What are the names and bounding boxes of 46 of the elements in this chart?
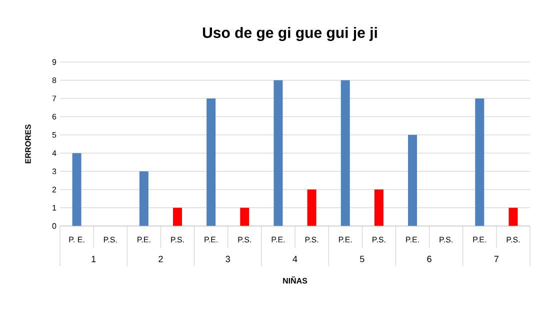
x-tick-label: P.E. (406, 236, 419, 242)
bar (206, 98, 216, 226)
x-axis-title: NIÑAS (283, 276, 308, 284)
y-tick-label: 9 (52, 59, 56, 65)
y-tick-label: 4 (52, 150, 56, 156)
bar (408, 134, 418, 226)
bar (307, 190, 316, 226)
bar (274, 80, 283, 226)
bar (240, 208, 250, 226)
bar (173, 208, 182, 226)
bar (508, 208, 518, 226)
text: 3 (226, 256, 230, 262)
text: 2 (158, 256, 163, 262)
y-tick-label: 7 (52, 96, 56, 102)
chart-title: Uso de ge gi gue gui je ji (202, 26, 377, 42)
x-tick-label: P.E. (204, 236, 218, 242)
y-tick-label: 3 (52, 168, 56, 174)
y-tick-label: 2 (52, 186, 56, 192)
text: 7 (494, 256, 498, 262)
y-tick-label: 6 (52, 114, 56, 120)
x-tick-label: P.S. (372, 236, 386, 242)
y-axis-title: ERRORES (25, 124, 31, 164)
x-tick-label: P.S. (440, 236, 452, 242)
x-tick-label: P.S. (305, 236, 318, 242)
y-tick-label: 8 (52, 77, 56, 84)
y-tick-label: 1 (52, 205, 56, 211)
x-tick-label: P.E. (138, 236, 150, 242)
text: 6 (427, 256, 432, 262)
y-tick-label: 0 (52, 223, 56, 229)
y-tick-label: 5 (52, 132, 56, 138)
bar (475, 98, 484, 226)
x-tick-label: P.E. (473, 236, 486, 242)
x-tick-label: P.E. (338, 236, 352, 242)
bar (340, 80, 350, 226)
x-tick-label: P. E. (69, 236, 84, 242)
x-tick-label: P.S. (238, 236, 251, 242)
x-tick-label: P.E. (272, 236, 285, 242)
text: 1 (92, 256, 96, 262)
x-tick-label: P.S. (104, 236, 117, 242)
bar (139, 171, 148, 226)
bar (374, 190, 384, 226)
text: 5 (360, 256, 364, 262)
x-tick-label: P.S. (506, 236, 520, 242)
text: 4 (292, 256, 298, 262)
x-tick-label: P.S. (171, 236, 184, 242)
bar (72, 153, 82, 226)
